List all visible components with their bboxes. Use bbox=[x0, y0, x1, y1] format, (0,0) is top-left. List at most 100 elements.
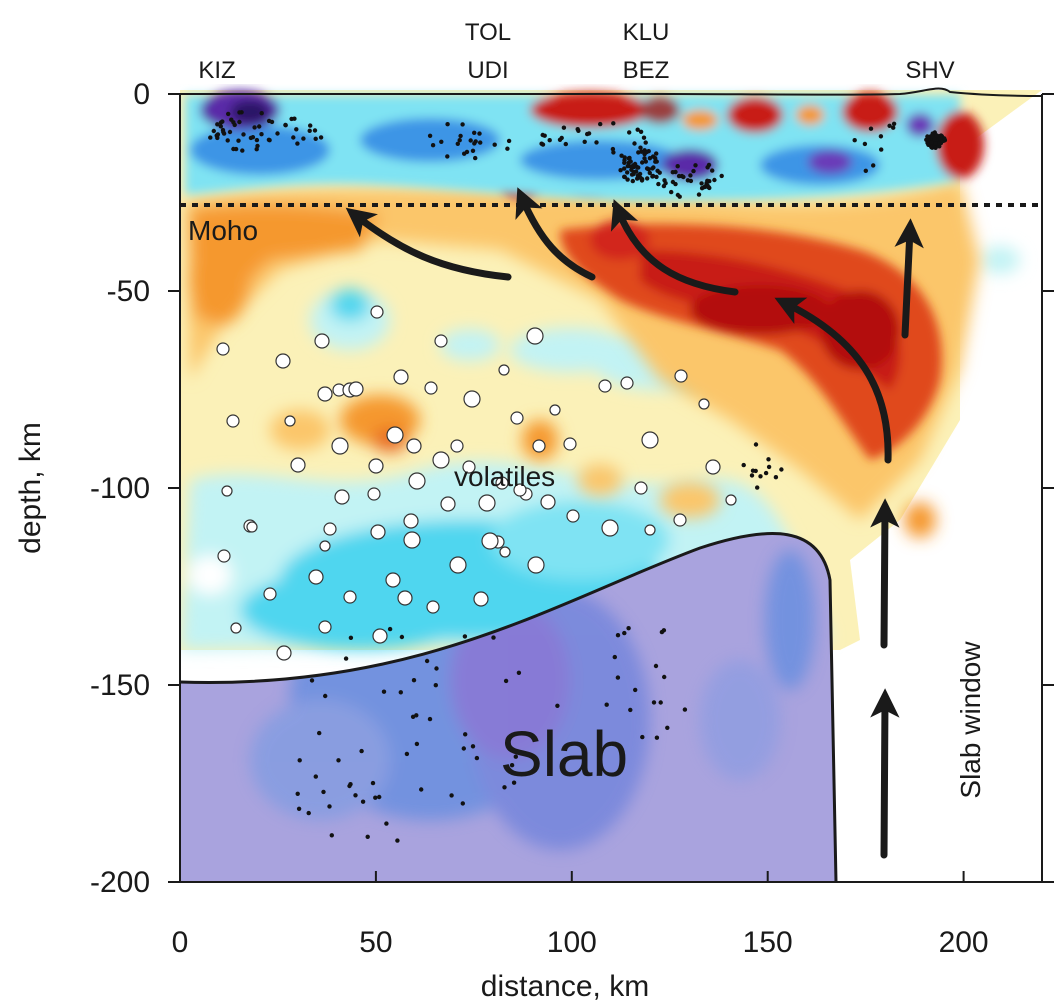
earthquake-dot bbox=[741, 462, 746, 468]
earthquake-dot bbox=[938, 133, 944, 138]
earthquake-dot bbox=[259, 132, 264, 137]
volatile-circle bbox=[462, 460, 476, 474]
earthquake-dot bbox=[632, 141, 637, 146]
station-label-tol: TOL bbox=[465, 19, 511, 46]
volatile-circle bbox=[426, 600, 440, 614]
volatile-circle bbox=[290, 457, 306, 473]
earthquake-dot bbox=[259, 111, 264, 116]
earthquake-dot bbox=[862, 141, 868, 147]
earthquake-dot bbox=[434, 666, 439, 671]
earthquake-dot bbox=[237, 110, 242, 115]
volatile-circle bbox=[532, 439, 546, 453]
earthquake-dot bbox=[424, 658, 430, 664]
topography-line bbox=[179, 87, 1043, 97]
earthquake-dot bbox=[653, 663, 659, 669]
earthquake-dot bbox=[681, 174, 686, 180]
volatile-circle bbox=[323, 522, 337, 536]
earthquake-dot bbox=[473, 155, 478, 161]
earthquake-dot bbox=[637, 171, 643, 177]
earthquake-dot bbox=[313, 774, 318, 779]
earthquake-dot bbox=[638, 129, 644, 134]
earthquake-dot bbox=[710, 168, 715, 173]
earthquake-dot bbox=[365, 834, 370, 839]
y-axis: 0 -50 -100 -150 -200 bbox=[90, 78, 1054, 899]
earthquake-dot bbox=[628, 159, 633, 164]
earthquake-dot bbox=[758, 474, 763, 479]
earthquake-dot bbox=[696, 192, 702, 197]
earthquake-dot bbox=[630, 178, 635, 184]
volatile-circle bbox=[370, 305, 384, 319]
earthquake-dot bbox=[308, 123, 313, 128]
earthquake-dot bbox=[472, 130, 477, 135]
earthquake-dot bbox=[255, 143, 260, 149]
volatile-circle bbox=[434, 334, 448, 348]
earthquake-dot bbox=[329, 833, 334, 838]
volatile-circle bbox=[598, 379, 612, 393]
earthquake-dot bbox=[594, 140, 599, 145]
earthquake-dot bbox=[699, 181, 704, 186]
earthquake-dot bbox=[267, 138, 272, 143]
earthquake-dot bbox=[656, 181, 661, 187]
earthquake-dot bbox=[387, 626, 393, 632]
earthquake-dot bbox=[240, 148, 245, 153]
y-tick-label: 0 bbox=[133, 78, 150, 111]
volatile-circle bbox=[705, 459, 721, 475]
earthquake-dot bbox=[891, 121, 897, 127]
earthquake-dot bbox=[411, 678, 417, 683]
earthquake-dot bbox=[647, 156, 653, 161]
earthquake-dot bbox=[323, 693, 328, 699]
volatile-circle bbox=[432, 451, 450, 469]
earthquake-dot bbox=[399, 634, 405, 640]
earthquake-dot bbox=[878, 134, 884, 139]
earthquake-dot bbox=[470, 148, 476, 153]
earthquake-dot bbox=[615, 633, 621, 638]
earthquake-dot bbox=[676, 173, 682, 179]
earthquake-dot bbox=[464, 149, 470, 155]
earthquake-dot bbox=[638, 145, 643, 150]
earthquake-dot bbox=[615, 675, 621, 680]
earthquake-dot bbox=[712, 177, 717, 183]
upward-arrow bbox=[870, 498, 900, 649]
earthquake-dot bbox=[576, 128, 581, 133]
volatile-circle bbox=[318, 620, 332, 634]
volatile-circle bbox=[367, 487, 381, 501]
earthquake-dot bbox=[321, 789, 326, 795]
earthquake-dot bbox=[871, 163, 876, 168]
earthquake-dot bbox=[296, 806, 302, 811]
volatile-circle bbox=[397, 590, 413, 606]
earthquake-dot bbox=[663, 181, 668, 186]
volatile-circle bbox=[549, 404, 561, 416]
volatile-circle bbox=[644, 524, 656, 536]
earthquake-dot bbox=[691, 168, 696, 174]
earthquake-dot bbox=[430, 143, 436, 148]
earthquake-dot bbox=[433, 683, 438, 688]
earthquake-dot bbox=[658, 700, 663, 705]
earthquake-dot bbox=[461, 746, 466, 751]
earthquake-dot bbox=[929, 144, 934, 150]
earthquake-dot bbox=[336, 758, 341, 763]
volatile-circle bbox=[481, 532, 499, 550]
volatile-circle bbox=[221, 485, 233, 497]
earthquake-dot bbox=[863, 168, 868, 173]
earthquake-dot bbox=[377, 794, 382, 800]
earthquake-dot bbox=[539, 141, 544, 146]
earthquake-dot bbox=[622, 166, 627, 171]
volatile-circle bbox=[276, 645, 292, 661]
earthquake-dot bbox=[654, 735, 660, 740]
earthquake-dot bbox=[555, 703, 560, 708]
earthquake-dot bbox=[618, 168, 623, 173]
earthquake-dot bbox=[753, 468, 758, 474]
earthquake-dot bbox=[312, 128, 318, 133]
earthquake-dot bbox=[313, 136, 318, 141]
earthquake-dot bbox=[705, 165, 710, 170]
y-tick-label: -200 bbox=[90, 866, 150, 899]
flow-arrow bbox=[774, 297, 892, 464]
earthquake-dot bbox=[343, 656, 349, 661]
volatile-circle bbox=[368, 458, 384, 474]
volatile-circle bbox=[263, 587, 277, 601]
earthquake-dot bbox=[625, 170, 630, 175]
earthquake-dot bbox=[327, 804, 332, 809]
slab-window-label: Slab window bbox=[955, 641, 986, 799]
earthquake-dot bbox=[503, 678, 509, 684]
